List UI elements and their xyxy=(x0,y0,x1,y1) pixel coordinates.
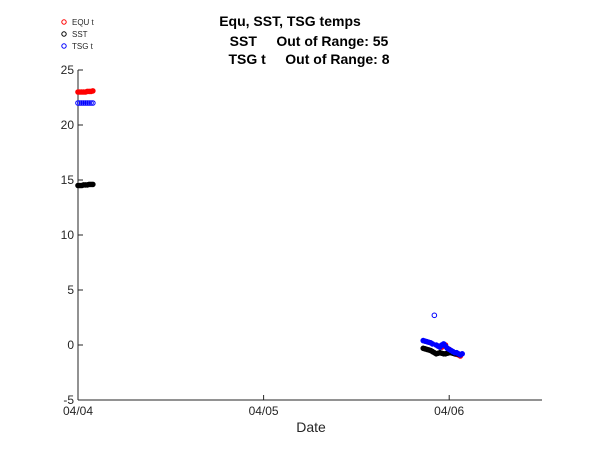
y-tick-label: 25 xyxy=(61,63,75,77)
title-line-1: Equ, SST, TSG temps xyxy=(219,13,361,29)
y-tick-label: -5 xyxy=(63,393,74,407)
data-points xyxy=(75,88,465,359)
chart-title: Equ, SST, TSG temps SST Out of Range: 55… xyxy=(219,13,390,67)
legend: EQU t SST TSG t xyxy=(61,18,95,51)
y-tick-label: 15 xyxy=(61,173,75,187)
data-point xyxy=(88,100,94,106)
title-line-2: SST Out of Range: 55 xyxy=(230,33,389,49)
legend-marker xyxy=(61,43,67,49)
y-tick-label: 5 xyxy=(67,283,74,297)
series-equ-t xyxy=(75,88,464,359)
data-point xyxy=(78,100,85,106)
series-tsg-t xyxy=(75,100,465,358)
legend-marker xyxy=(61,19,67,25)
y-tick-label: 10 xyxy=(61,228,75,242)
tick-marks: -5 0 5 10 15 20 25 04/04 04/05 04/06 xyxy=(61,63,465,418)
x-axis-label: Date xyxy=(296,419,326,435)
data-point xyxy=(90,181,96,188)
data-point xyxy=(90,100,96,106)
data-point xyxy=(82,100,89,106)
data-point xyxy=(459,351,465,357)
legend-label: TSG t xyxy=(72,42,94,51)
data-point xyxy=(77,100,83,106)
x-tick-label: 04/06 xyxy=(434,404,464,418)
data-point xyxy=(431,312,438,319)
data-point xyxy=(80,100,87,106)
x-tick-label: 04/04 xyxy=(63,404,93,418)
x-tick-label: 04/05 xyxy=(249,404,279,418)
legend-label: EQU t xyxy=(72,18,95,27)
y-tick-label: 20 xyxy=(61,118,75,132)
data-point xyxy=(84,100,91,106)
axes xyxy=(77,70,542,401)
data-point xyxy=(75,100,81,106)
series-sst xyxy=(75,181,462,358)
title-line-3: TSG t Out of Range: 8 xyxy=(229,51,390,67)
legend-label: SST xyxy=(72,30,88,39)
y-tick-label: 0 xyxy=(67,338,74,352)
data-point xyxy=(86,100,92,106)
data-point xyxy=(90,88,96,94)
legend-marker xyxy=(61,31,67,37)
